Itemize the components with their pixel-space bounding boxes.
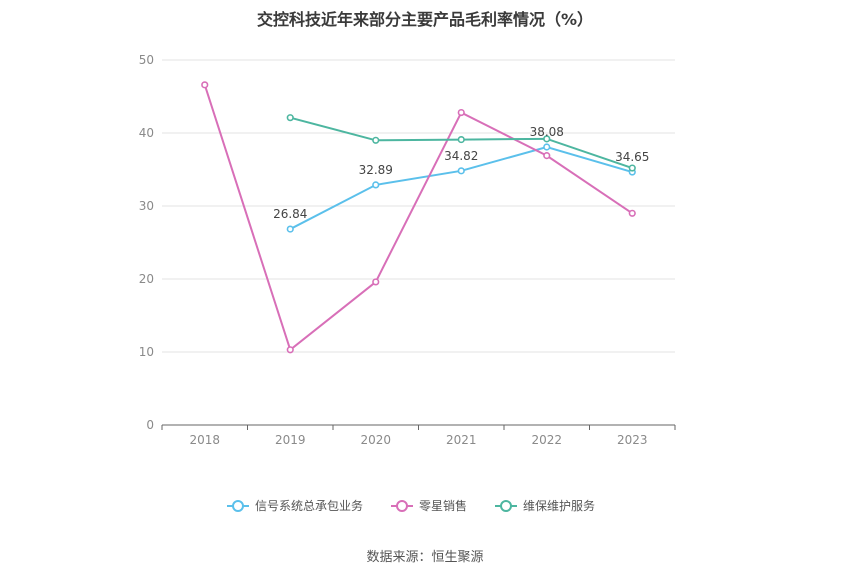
x-tick-label: 2023 [617, 433, 648, 447]
series-line-1 [203, 84, 633, 352]
legend-swatch-marker [500, 500, 512, 512]
chart-title: 交控科技近年来部分主要产品毛利率情况（%） [256, 10, 594, 29]
data-point [286, 225, 294, 233]
legend-swatch-marker [396, 500, 408, 512]
x-tick-label: 2018 [189, 433, 220, 447]
data-point [372, 181, 380, 189]
legend-label: 零星销售 [419, 498, 467, 513]
legend-swatch-marker [232, 500, 244, 512]
data-label: 34.82 [444, 149, 478, 163]
data-point [628, 164, 636, 172]
y-tick-label: 0 [146, 418, 154, 432]
data-label: 32.89 [359, 163, 393, 177]
data-label: 34.65 [615, 150, 649, 164]
y-tick-label: 20 [139, 272, 154, 286]
x-tick-label: 2020 [360, 433, 391, 447]
data-point [457, 167, 465, 175]
x-tick-label: 2019 [275, 433, 306, 447]
y-tick-label: 30 [139, 199, 154, 213]
data-point [457, 135, 465, 144]
x-tick-label: 2021 [446, 433, 477, 447]
data-point [457, 108, 465, 117]
data-label: 38.08 [530, 125, 564, 139]
legend-label: 维保维护服务 [523, 498, 595, 513]
data-point [372, 278, 380, 286]
legend-label: 信号系统总承包业务 [255, 498, 363, 513]
source-note: 数据来源：恒生聚源 [366, 550, 484, 565]
data-point [543, 152, 551, 160]
data-point [286, 346, 294, 354]
data-point [201, 81, 209, 89]
data-point [286, 114, 294, 122]
data-point [543, 143, 551, 151]
y-tick-label: 50 [139, 53, 154, 67]
y-tick-label: 10 [139, 345, 154, 359]
data-point [372, 136, 380, 144]
y-tick-label: 40 [139, 126, 154, 140]
data-point [628, 209, 636, 217]
data-point [543, 135, 551, 143]
data-label: 26.84 [273, 207, 307, 221]
x-tick-label: 2022 [531, 433, 562, 447]
